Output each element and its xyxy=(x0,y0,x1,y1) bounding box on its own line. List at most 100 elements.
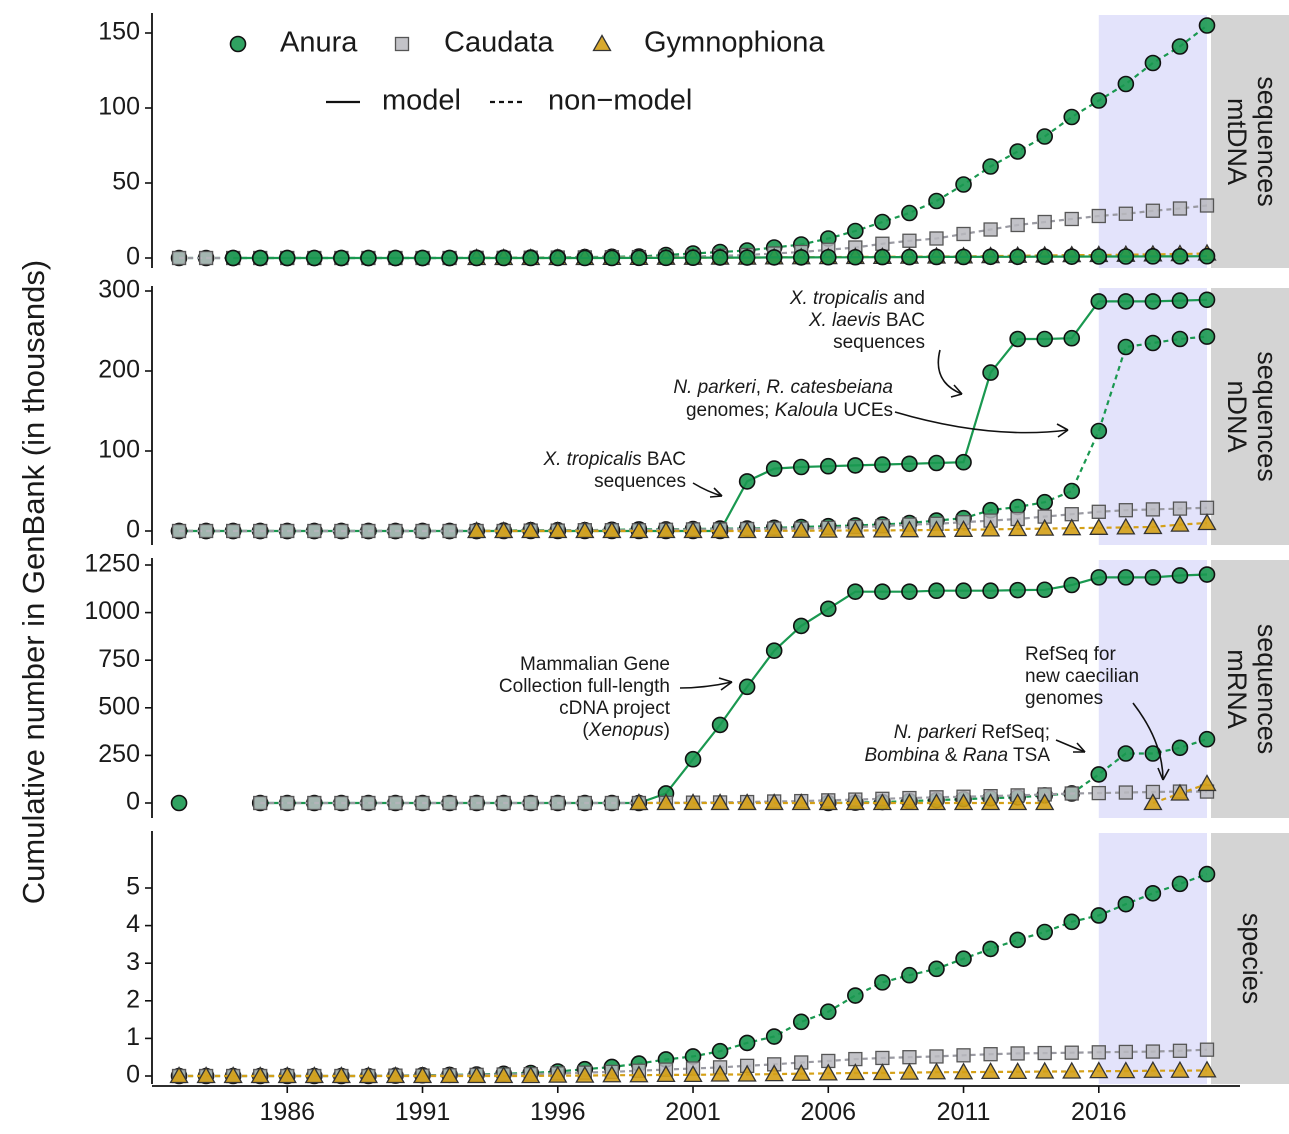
data-point xyxy=(711,249,729,266)
annotation-text: and xyxy=(888,288,925,309)
strip-background xyxy=(1211,288,1289,545)
annotation-line: X. tropicalis and xyxy=(789,288,925,309)
data-point xyxy=(738,473,756,490)
data-point xyxy=(1145,203,1161,218)
data-point xyxy=(1172,201,1188,216)
data-point xyxy=(901,204,918,222)
series-caudata-non-model xyxy=(253,784,1215,811)
data-point xyxy=(198,523,214,539)
data-point xyxy=(982,248,999,266)
data-point xyxy=(1171,567,1189,584)
annotation-text: X. tropicalis xyxy=(542,449,642,470)
data-point xyxy=(1117,895,1135,913)
data-point xyxy=(1118,503,1133,518)
data-point xyxy=(791,1063,811,1081)
data-point xyxy=(1090,569,1108,586)
data-point xyxy=(466,1066,487,1084)
annotation-line: sequences xyxy=(594,471,686,492)
data-point xyxy=(1197,513,1217,531)
data-point xyxy=(577,795,592,811)
data-point xyxy=(388,795,403,811)
series-line xyxy=(179,873,1208,1078)
data-point xyxy=(1010,1046,1025,1061)
annotation-text: ) xyxy=(664,720,670,741)
data-point xyxy=(1064,211,1079,227)
data-point xyxy=(902,1050,917,1065)
annotation-text: & xyxy=(939,745,962,766)
data-point xyxy=(845,1063,865,1081)
data-point xyxy=(953,793,974,811)
data-point xyxy=(710,1064,730,1082)
data-point xyxy=(955,950,972,967)
annotation-line: genomes; Kaloula UCEs xyxy=(686,400,893,421)
annotation-text: new caecilian xyxy=(1025,666,1139,687)
data-point xyxy=(307,523,322,539)
data-point xyxy=(1199,1042,1215,1057)
y-tick-label: 500 xyxy=(98,692,140,720)
data-point xyxy=(415,523,430,539)
data-point xyxy=(980,793,1001,811)
data-point xyxy=(955,176,972,193)
data-point xyxy=(1197,774,1217,792)
data-point xyxy=(251,249,269,267)
legend-label-gymnophiona: Gymnophiona xyxy=(644,27,825,59)
data-point xyxy=(1009,143,1026,160)
annotation-text: N. parkeri xyxy=(894,722,977,743)
data-point xyxy=(1036,493,1053,511)
data-point xyxy=(874,456,891,473)
annotation-text: RefSeq for xyxy=(1025,644,1116,665)
data-point xyxy=(874,583,891,600)
legend-label-non-model: non−model xyxy=(548,85,692,117)
data-point xyxy=(198,250,214,266)
annotation-text: genomes xyxy=(1025,688,1103,709)
annotation-text: N. parkeri xyxy=(673,377,756,398)
data-point xyxy=(307,795,322,811)
data-point xyxy=(360,249,377,267)
data-point xyxy=(765,460,783,477)
data-point xyxy=(926,520,947,538)
data-point xyxy=(548,521,568,539)
data-point xyxy=(845,520,865,538)
data-point xyxy=(602,521,622,539)
data-point xyxy=(1009,581,1026,599)
data-point xyxy=(819,600,837,618)
data-point xyxy=(872,520,893,538)
data-point xyxy=(549,249,567,267)
data-point xyxy=(523,795,538,811)
data-point xyxy=(171,250,187,266)
annotation-text: Kaloula xyxy=(775,400,838,421)
data-point xyxy=(1117,338,1135,356)
data-point xyxy=(901,455,918,473)
data-point xyxy=(1198,730,1216,748)
data-point xyxy=(1144,293,1162,310)
legend-marker-anura xyxy=(229,35,247,53)
data-point xyxy=(1171,38,1189,55)
annotation-arrowhead xyxy=(1157,767,1170,781)
data-point xyxy=(1144,569,1162,586)
annotation-line: N. parkeri, R. catesbeiana xyxy=(673,377,893,398)
data-point xyxy=(280,523,295,539)
data-point xyxy=(1008,519,1028,537)
data-point xyxy=(331,1066,351,1084)
data-point xyxy=(1090,766,1108,783)
annotation-text: Collection full-length xyxy=(499,676,670,697)
data-point xyxy=(171,523,187,539)
data-point xyxy=(982,940,999,958)
data-point xyxy=(304,1066,324,1084)
annotation-text: UCEs xyxy=(838,400,893,421)
data-point xyxy=(874,974,891,991)
annotation-text: sequences xyxy=(833,332,925,353)
data-point xyxy=(899,1062,920,1080)
data-point xyxy=(1172,1043,1188,1058)
strip-background xyxy=(1211,15,1289,268)
data-point xyxy=(1090,248,1108,265)
data-point xyxy=(629,521,649,539)
data-point xyxy=(683,793,703,811)
data-point xyxy=(818,1063,838,1081)
data-point xyxy=(765,1028,783,1045)
data-point xyxy=(791,793,811,811)
annotation-line: X. tropicalis BAC xyxy=(542,449,686,470)
data-point xyxy=(955,453,972,471)
